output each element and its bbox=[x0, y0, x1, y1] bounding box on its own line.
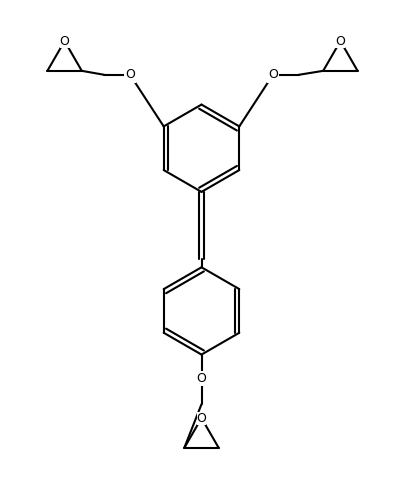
Text: O: O bbox=[335, 34, 345, 47]
Text: O: O bbox=[125, 68, 135, 81]
Text: O: O bbox=[60, 34, 70, 47]
Text: O: O bbox=[197, 411, 206, 424]
Text: O: O bbox=[197, 372, 206, 385]
Text: O: O bbox=[268, 68, 278, 81]
